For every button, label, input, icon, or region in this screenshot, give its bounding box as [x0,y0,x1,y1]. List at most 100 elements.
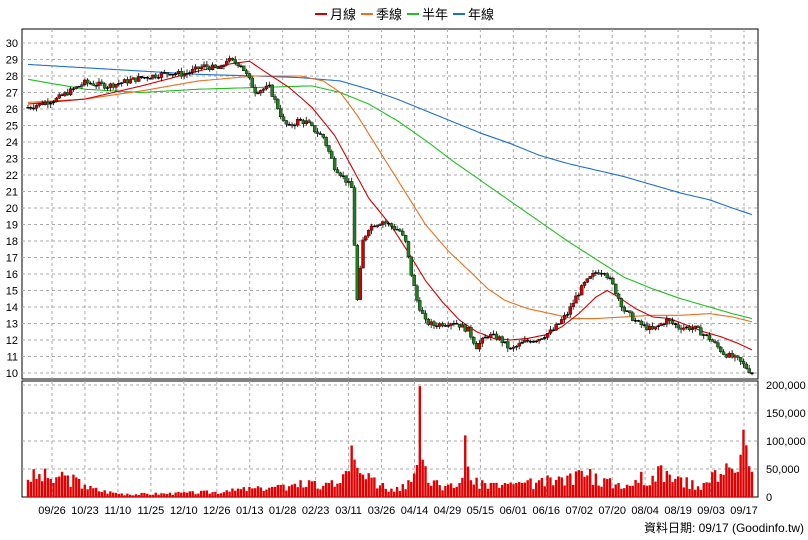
candle-body [560,319,564,324]
volume-bar [273,486,277,497]
volume-bar [657,466,660,497]
volume-bar [157,494,160,497]
volume-bar [83,484,86,497]
candle-body [225,60,229,66]
candle-body [520,342,524,344]
candle-body [628,310,632,314]
volume-bar [270,486,274,497]
volume-bar [600,486,603,497]
candle-body [460,324,465,328]
candle-body [242,65,246,71]
volume-bar [623,488,626,497]
candle-body [219,66,223,69]
volume-bar [288,486,291,497]
volume-bar [469,480,473,497]
volume-bar [293,483,297,497]
candle-body [687,326,692,330]
candle-body [355,245,360,300]
candle-body [690,328,695,330]
volume-bar [606,479,609,497]
volume-bar [344,470,348,497]
candle-body [148,78,152,80]
candle-body [486,336,490,339]
candle-body [676,324,680,329]
candle-body [736,355,740,358]
date-tick-label: 01/13 [236,505,264,517]
volume-tick-label: 100,000 [766,436,806,448]
candle-body [418,300,422,311]
candle-body [162,72,166,74]
volume-bar [364,479,368,497]
volume-bar [358,473,362,497]
volume-bar [586,475,589,497]
volume-bar [540,477,544,497]
candle-body [102,83,107,89]
legend-item: 年線 [468,7,494,22]
candle-body [278,108,283,117]
volume-bar [253,488,257,497]
candle-body [443,325,448,327]
volume-bar [441,490,444,497]
volume-bar [665,470,669,497]
date-tick-label: 03/11 [335,505,362,517]
candle-body [480,338,484,344]
candle-body [222,64,226,67]
volume-bar [594,473,598,497]
volume-bar [591,484,595,497]
volume-bar [651,475,654,497]
price-panel: 10 11 12 13 14 15 16 17 18 19 20 21 22 23 24 25 26 27 28 29… [6,28,759,380]
volume-bar [92,488,95,497]
price-tick-label: 28 [6,71,18,83]
candle-body [412,275,416,287]
candle-body [202,64,206,68]
candle-body [108,83,113,88]
candle-body [213,64,218,68]
volume-bar [75,477,78,497]
candle-body [474,343,479,350]
candle-body [199,66,203,70]
volume-bar [671,482,674,497]
candle-body [131,77,135,80]
price-tick-label: 30 [6,38,18,50]
date-tick-label: 04/14 [401,505,429,517]
candle-body [389,223,394,227]
volume-bar [588,469,592,497]
volume-bar [251,488,254,497]
volume-bar [711,472,714,497]
price-tick-label: 29 [6,55,18,67]
candle-body [49,102,53,105]
volume-bar [46,478,50,497]
volume-bar [478,488,481,497]
volume-bars [26,386,754,497]
candle-body [156,77,161,79]
candle-body [719,346,723,352]
volume-bar [694,489,697,497]
candle-body [358,267,362,300]
candle-body [565,314,570,316]
candle-body [704,334,709,336]
candle-body [554,324,558,331]
price-tick-label: 14 [6,302,18,314]
volume-bar [80,488,84,497]
candle-body [406,241,411,258]
candle-body [128,79,132,84]
candle-body [415,285,419,301]
volume-bar [733,472,737,497]
price-tick-label: 13 [6,319,18,331]
volume-bar [40,481,44,497]
volume-bar [307,480,311,497]
candle-body [26,107,30,109]
candle-body [196,66,201,70]
volume-bar [356,467,359,497]
date-tick-label: 07/20 [598,505,626,517]
volume-bar [472,484,475,497]
candle-body [270,84,274,97]
volume-bar [174,492,177,497]
candle-body [662,323,666,325]
volume-bar [168,492,172,497]
candle-body [579,285,584,296]
volume-bar [134,494,138,497]
volume-bar [549,477,552,497]
volume-bar [285,490,288,497]
